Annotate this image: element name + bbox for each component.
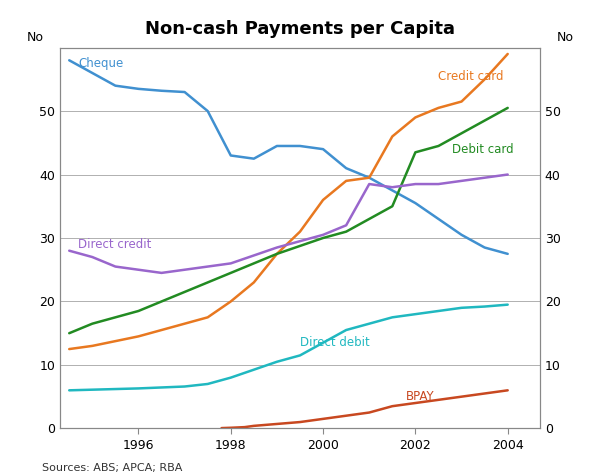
Text: Sources: ABS; APCA; RBA: Sources: ABS; APCA; RBA: [42, 463, 182, 473]
Text: Direct debit: Direct debit: [300, 336, 370, 349]
Title: Non-cash Payments per Capita: Non-cash Payments per Capita: [145, 20, 455, 38]
Text: Cheque: Cheque: [79, 57, 124, 70]
Text: Direct credit: Direct credit: [79, 238, 152, 251]
Text: No: No: [26, 31, 43, 44]
Text: Debit card: Debit card: [452, 143, 514, 156]
Text: Credit card: Credit card: [439, 69, 504, 83]
Text: No: No: [557, 31, 574, 44]
Text: BPAY: BPAY: [406, 390, 435, 403]
